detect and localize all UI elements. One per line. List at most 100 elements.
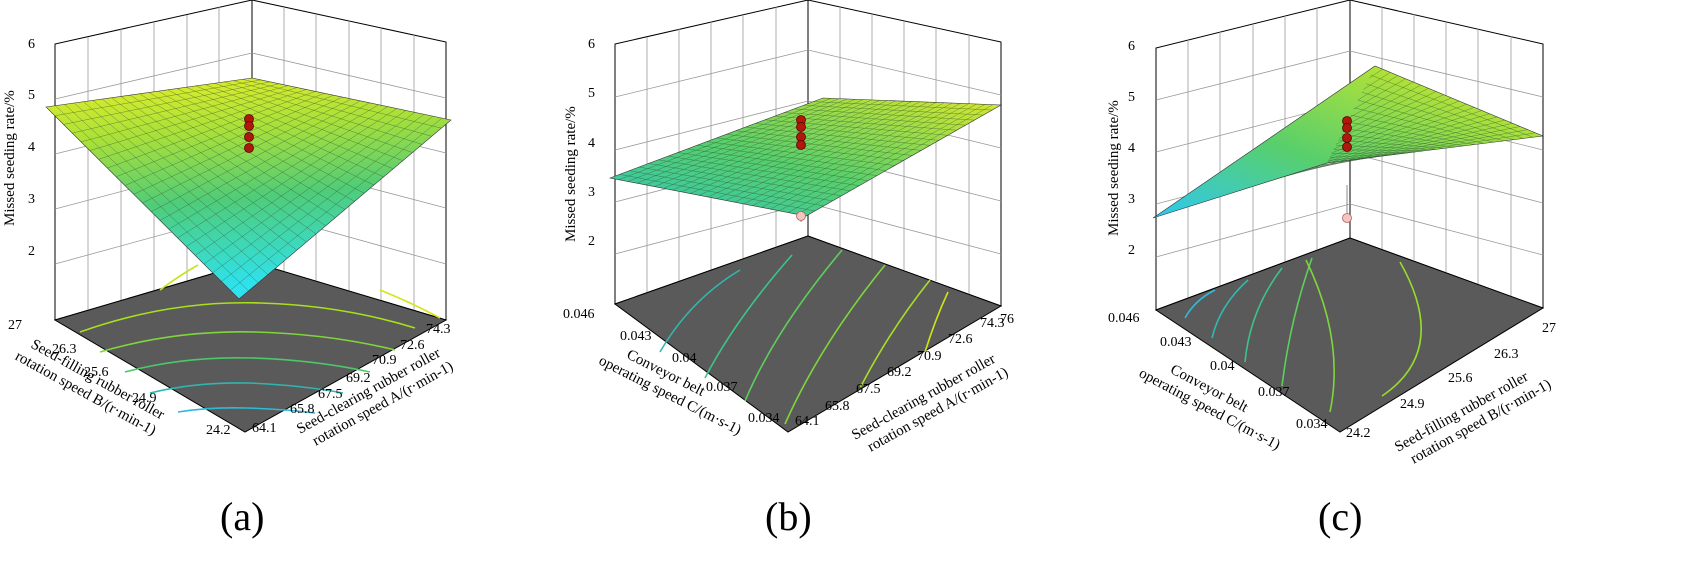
contour-lines: [1184, 257, 1422, 413]
design-points: [796, 115, 806, 150]
mesh-line: [788, 104, 985, 213]
z-tick: 5: [588, 86, 595, 101]
mesh-line: [743, 102, 945, 205]
mesh-line: [167, 89, 365, 194]
contour-floor: [1154, 237, 1545, 433]
left-tick: 0.04: [1210, 359, 1235, 374]
left-tick: 0.043: [620, 329, 652, 344]
z-tick: 4: [28, 140, 35, 155]
mesh-line: [716, 101, 921, 199]
design-point-below-surface: [796, 211, 806, 221]
right-tick: 27: [1542, 321, 1556, 336]
mesh-line: [707, 101, 913, 198]
z-tick: 6: [1128, 39, 1135, 54]
mesh-line: [233, 80, 432, 137]
left-tick: 0.043: [1160, 335, 1192, 350]
left-tick: 25.6: [84, 365, 109, 380]
right-tick: 72.6: [400, 338, 425, 353]
mesh-line: [1311, 129, 1528, 169]
right-tick: 64.1: [252, 421, 277, 436]
mesh-line: [214, 83, 413, 153]
left-tick: 0.034: [748, 411, 780, 426]
mesh-line: [1319, 132, 1536, 166]
z-tick-labels: 6 5 4 3 2: [1128, 39, 1135, 258]
right-axis-ticks: 24.2 24.9 25.6 26.3 27: [1346, 321, 1556, 441]
panel-a: 6 5 4 3 2 Missed seeding rate/% 27 26.3 …: [2, 0, 456, 539]
right-tick: 64.1: [795, 414, 820, 429]
z-tick: 2: [588, 234, 595, 249]
contour-floor: [613, 235, 1003, 433]
z-tick-labels: 6 5 4 3 2: [588, 37, 595, 249]
z-axis-label: Missed seeding rate/%: [2, 90, 18, 226]
mesh-line: [186, 108, 397, 247]
mesh-line: [813, 101, 993, 111]
panel-caption: (a): [220, 494, 264, 539]
mesh-line: [1364, 72, 1534, 138]
mesh-line: [796, 104, 994, 215]
mesh-line: [205, 84, 403, 161]
right-tick: 25.6: [1448, 371, 1473, 386]
mesh-line: [755, 123, 939, 141]
mesh-line: [779, 103, 977, 211]
left-tick: 0.046: [1108, 311, 1140, 326]
mesh-line: [158, 91, 355, 202]
left-tick: 0.037: [1258, 385, 1290, 400]
right-tick: 74.3: [426, 322, 451, 337]
right-tick: 24.2: [1346, 426, 1371, 441]
left-axis-ticks: 27 26.3 25.6 24.9 24.2: [8, 318, 231, 438]
mesh-line: [242, 79, 442, 129]
left-axis-ticks: 0.046 0.043 0.04 0.037 0.034: [563, 307, 780, 426]
mesh-line: [770, 103, 969, 210]
right-tick: 24.9: [1400, 397, 1425, 412]
mesh-line: [764, 119, 948, 136]
contour-floor: [53, 261, 448, 433]
left-tick: 24.9: [132, 391, 157, 406]
mesh-line: [725, 101, 929, 201]
z-tick: 6: [588, 37, 595, 52]
mesh-line: [734, 102, 937, 203]
mesh-line: [793, 108, 975, 121]
z-tick-labels: 6 5 4 3 2: [28, 37, 35, 259]
right-tick: 69.2: [346, 371, 371, 386]
mesh-line: [726, 134, 913, 156]
right-axis-ticks: 64.1 65.8 67.5 69.2 70.9 72.6 74.3: [252, 322, 451, 436]
right-tick: 69.2: [887, 365, 912, 380]
design-point-below-surface: [1342, 213, 1352, 223]
mesh-line: [230, 117, 443, 291]
right-tick: 67.5: [318, 387, 343, 402]
left-tick: 0.046: [563, 307, 595, 322]
panel-caption: (c): [1318, 494, 1362, 539]
mesh-line: [195, 110, 406, 256]
left-tick: 0.034: [1296, 417, 1328, 432]
mesh-line: [186, 87, 384, 178]
mesh-line: [212, 114, 424, 273]
left-axis-ticks: 0.046 0.043 0.04 0.037 0.034: [1108, 311, 1328, 432]
mesh-line: [177, 88, 374, 186]
mesh-line: [177, 106, 388, 239]
right-tick: 72.6: [948, 332, 973, 347]
mesh-line: [223, 81, 423, 145]
right-tick: 76: [1000, 312, 1014, 327]
mesh-line: [1344, 86, 1514, 140]
surface-mesh: [54, 79, 443, 292]
z-axis-label: Missed seeding rate/%: [563, 106, 579, 242]
response-surface: [608, 97, 1003, 217]
left-tick: 0.037: [706, 380, 738, 395]
right-tick: 65.8: [825, 399, 850, 414]
right-tick: 74.3: [980, 316, 1005, 331]
surface-mesh: [618, 98, 994, 215]
left-tick: 26.3: [52, 342, 77, 357]
mesh-line: [159, 102, 370, 221]
z-tick: 2: [1128, 243, 1135, 258]
mesh-line: [168, 104, 379, 230]
left-tick: 24.2: [206, 423, 231, 438]
mesh-line: [221, 116, 434, 282]
right-tick: 26.3: [1494, 347, 1519, 362]
z-tick: 6: [28, 37, 35, 52]
contour-lines: [79, 264, 441, 414]
z-tick: 3: [1128, 192, 1135, 207]
z-tick: 4: [588, 136, 595, 151]
design-points: [1342, 116, 1352, 152]
